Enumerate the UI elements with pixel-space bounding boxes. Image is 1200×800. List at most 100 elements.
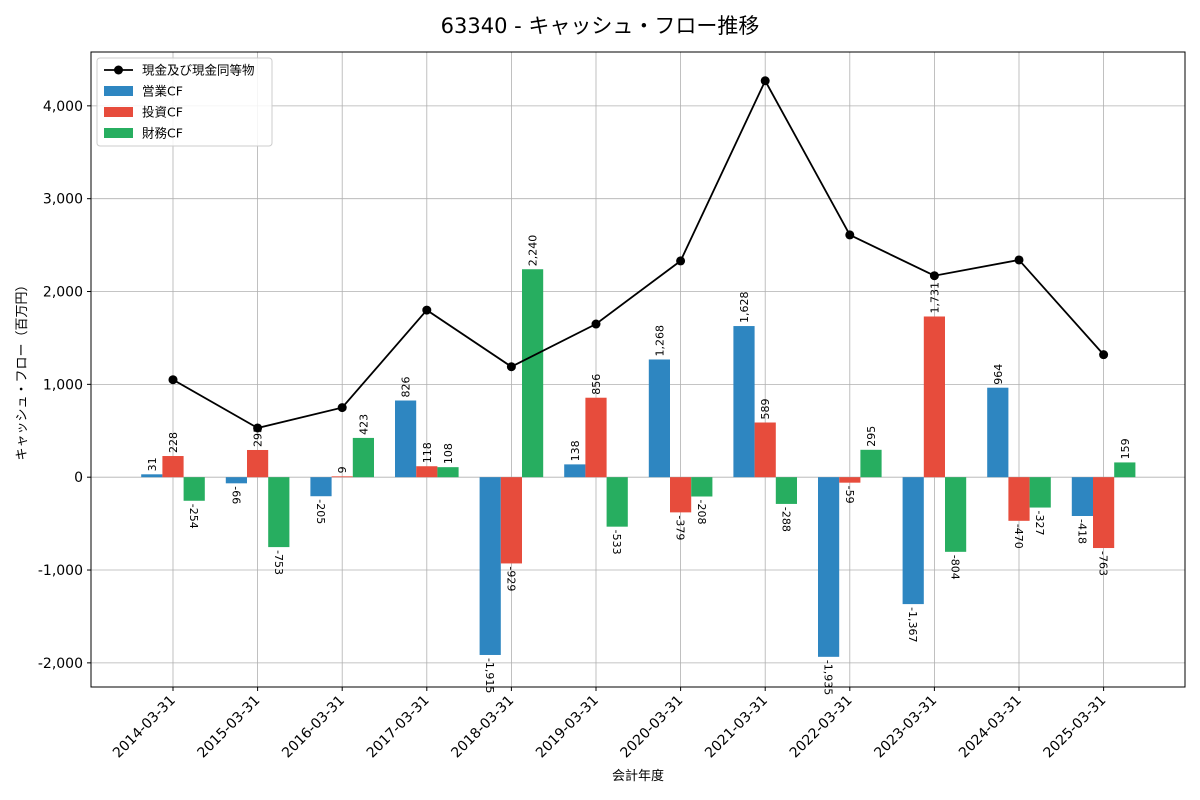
x-tick-label: 2019-03-31 [533,693,602,762]
line-cash-equivalents [172,78,1105,429]
bar-営業CF-2025-03-31 [1071,477,1093,516]
data-label: -753 [272,550,285,575]
data-label: -470 [1012,524,1025,549]
line-point [422,305,432,315]
bar-財務CF-2017-03-31 [437,467,459,478]
data-label: 9 [336,466,349,473]
legend-entry: 財務CF [142,126,183,141]
y-tick-label: 3,000 [43,192,83,208]
x-tick-label: 2023-03-31 [871,693,940,762]
x-tick-label: 2018-03-31 [448,693,517,762]
x-axis-label: 会計年度 [612,768,664,784]
data-label: 31 [146,457,159,471]
legend-swatch [104,107,133,117]
data-label: -288 [779,507,792,532]
bar-財務CF-2015-03-31 [268,477,290,548]
line-point [506,362,516,372]
plot-frame [90,51,1186,688]
bar-財務CF-2020-03-31 [691,477,713,497]
data-label: -1,367 [906,607,919,642]
line-point [591,319,601,329]
data-label: -327 [1033,511,1046,536]
bar-投資CF-2016-03-31 [331,476,353,478]
data-label: -59 [843,486,856,504]
y-tick-label: 4,000 [43,99,83,115]
data-label: -804 [949,555,962,580]
x-tick-label: 2024-03-31 [956,693,1025,762]
data-label: -533 [610,530,623,555]
legend-entry: 営業CF [142,84,183,99]
data-label: 118 [421,442,434,463]
line-point [676,256,686,266]
legend-swatch [104,86,133,96]
line-point [760,76,770,86]
data-label: -418 [1075,519,1088,544]
data-label: 826 [400,377,413,398]
bar-営業CF-2017-03-31 [395,400,417,478]
data-label: -763 [1097,551,1110,576]
bar-財務CF-2023-03-31 [945,477,967,552]
data-label: -929 [504,566,517,591]
bar-投資CF-2020-03-31 [670,477,692,513]
legend-box [96,57,273,147]
bar-投資CF-2023-03-31 [923,316,945,478]
bar-投資CF-2017-03-31 [416,466,438,478]
bar-投資CF-2022-03-31 [839,477,861,483]
line-point [1014,255,1024,265]
data-label: 1,731 [928,282,941,314]
y-tick-label: -2,000 [38,656,83,672]
x-tick-label: 2020-03-31 [618,693,687,762]
y-tick-label: 2,000 [43,285,83,301]
bar-財務CF-2014-03-31 [183,477,205,501]
y-axis-label: キャッシュ・フロー（百万円） [15,278,30,460]
bar-営業CF-2021-03-31 [733,326,755,478]
bar-営業CF-2014-03-31 [141,474,163,478]
data-label: 228 [167,432,180,453]
bar-財務CF-2021-03-31 [775,477,797,504]
data-label: 159 [1119,438,1132,459]
data-label: 295 [865,426,878,447]
bar-営業CF-2019-03-31 [564,464,586,478]
bar-営業CF-2015-03-31 [225,477,247,484]
data-label: 589 [759,399,772,420]
bar-営業CF-2018-03-31 [479,477,501,655]
bar-財務CF-2016-03-31 [352,437,374,478]
data-label: -379 [674,515,687,540]
data-label: 1,268 [653,325,666,357]
bar-営業CF-2020-03-31 [648,359,670,478]
data-label: -1,935 [822,660,835,695]
bar-財務CF-2025-03-31 [1114,462,1136,478]
x-tick-label: 2014-03-31 [110,693,179,762]
legend-swatch [104,128,133,138]
data-label: -1,915 [483,658,496,693]
chart-title: 63340 - キャッシュ・フロー推移 [441,14,760,38]
bar-投資CF-2014-03-31 [162,456,184,478]
line-point [253,423,263,433]
line-point [845,230,855,240]
bar-営業CF-2022-03-31 [818,477,840,657]
x-tick-label: 2022-03-31 [787,693,856,762]
bar-投資CF-2019-03-31 [585,397,607,478]
x-tick-label: 2025-03-31 [1041,693,1110,762]
bar-財務CF-2024-03-31 [1029,477,1051,508]
data-label: -208 [695,500,708,525]
bar-投資CF-2015-03-31 [247,449,269,478]
data-label: -205 [314,499,327,524]
bar-投資CF-2025-03-31 [1093,477,1115,549]
data-label: -254 [187,504,200,529]
data-label: 964 [992,364,1005,385]
y-tick-label: 0 [74,470,83,486]
data-label: 108 [442,443,455,464]
bar-財務CF-2018-03-31 [522,269,544,478]
data-label: 856 [590,374,603,395]
data-label: 2,240 [527,235,540,267]
x-tick-label: 2016-03-31 [279,693,348,762]
bar-投資CF-2021-03-31 [754,422,776,478]
x-tick-label: 2017-03-31 [364,693,433,762]
line-point [168,375,178,385]
legend-entry: 現金及び現金同等物 [142,63,255,78]
y-tick-label: -1,000 [38,563,83,579]
